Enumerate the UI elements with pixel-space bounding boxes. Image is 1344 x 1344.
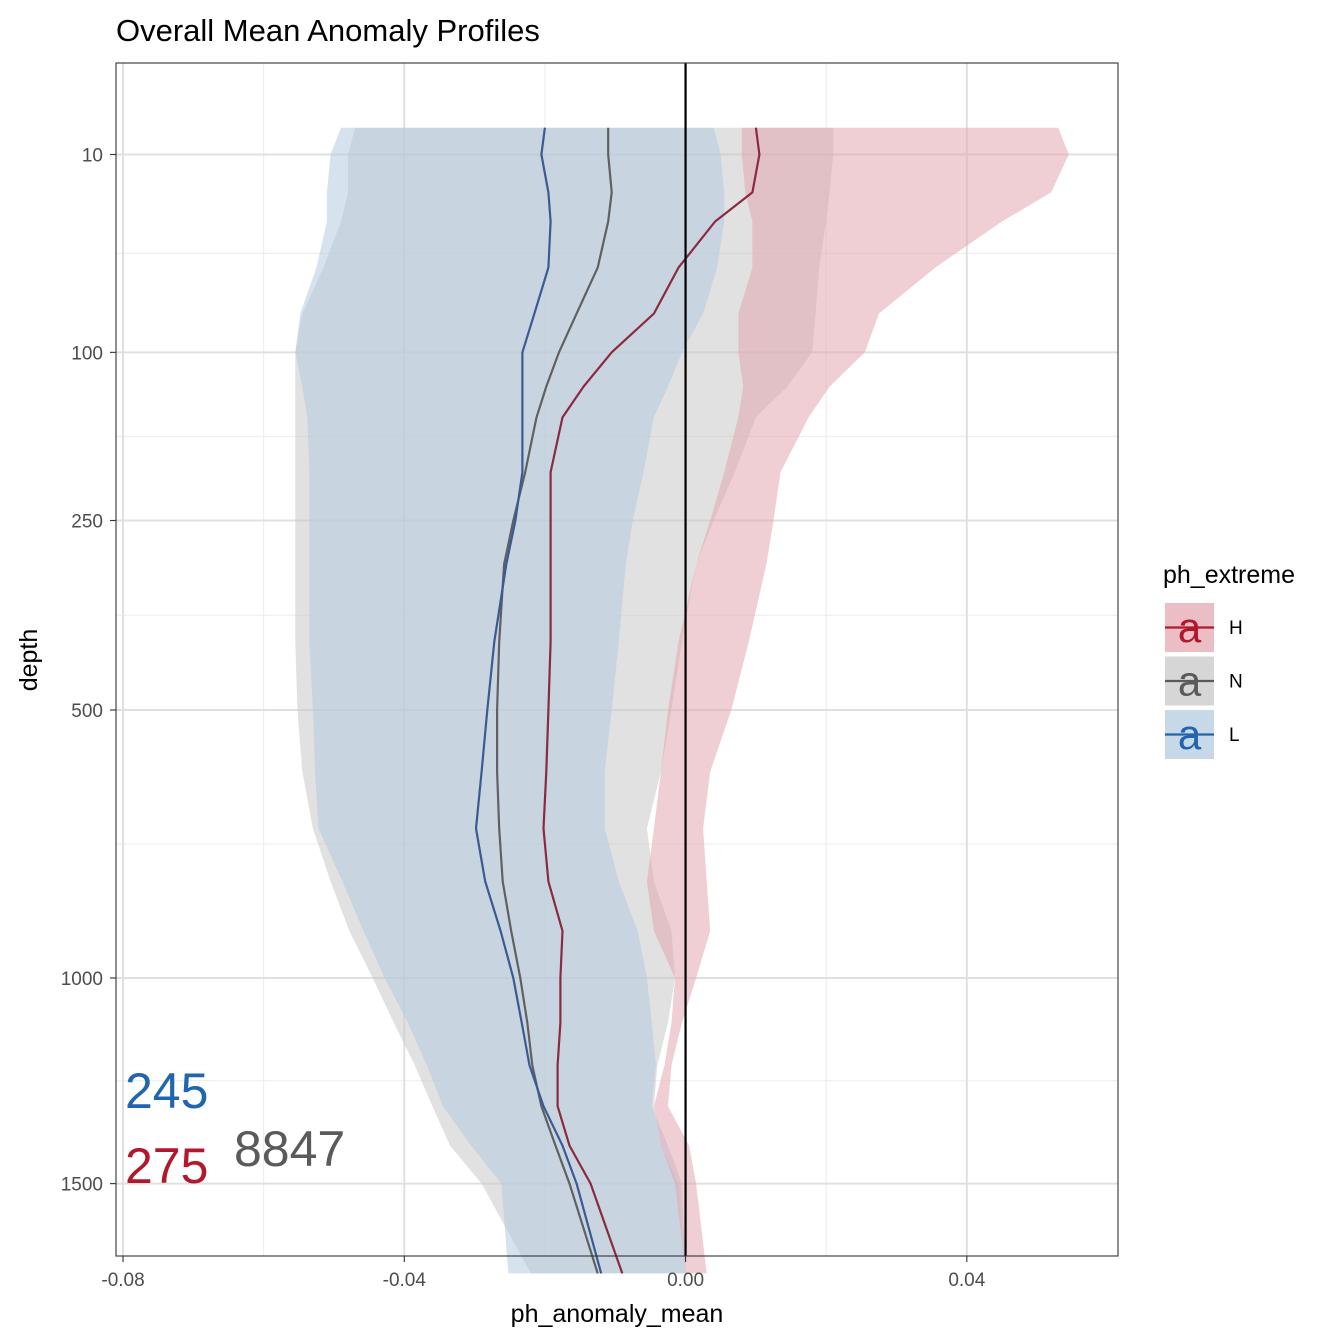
y-tick-label: 10 (82, 145, 103, 166)
count-label-N: 8847 (234, 1121, 345, 1177)
y-axis: 10 100 250 500 1000 1500 (61, 145, 116, 1196)
y-axis-title: depth (15, 629, 43, 692)
x-tick-label: 0.00 (667, 1270, 704, 1291)
x-axis: -0.08 -0.04 0.00 0.04 (101, 1256, 986, 1291)
y-tick-label: 1000 (61, 969, 103, 990)
legend-key-glyph: a (1178, 658, 1202, 705)
count-label-L: 245 (125, 1063, 208, 1119)
plot-panel: 245 275 8847 (115, 62, 1119, 1274)
mean-lines (474, 127, 761, 1274)
legend-key-label: N (1229, 672, 1243, 693)
legend-title: ph_extreme (1163, 561, 1295, 589)
legend: ph_extreme a Ha Na L (1163, 561, 1295, 759)
x-axis-title: ph_anomaly_mean (511, 1300, 724, 1328)
legend-key-glyph: a (1178, 711, 1202, 758)
legend-key-label: L (1229, 725, 1240, 746)
y-tick-label: 100 (71, 343, 103, 364)
count-label-H: 275 (125, 1138, 208, 1194)
y-tick-label: 250 (71, 511, 103, 532)
y-tick-label: 500 (71, 701, 103, 722)
ribbons (295, 127, 1069, 1274)
ribbon-L (295, 127, 725, 1274)
y-tick-label: 1500 (61, 1175, 103, 1196)
mean-line-L (474, 127, 603, 1274)
mean-line-N (496, 127, 613, 1274)
ribbon-H (646, 127, 1069, 1274)
x-tick-label: -0.08 (101, 1270, 144, 1291)
panel-border (115, 62, 1119, 1257)
count-labels: 245 275 8847 (125, 1063, 345, 1194)
legend-keys: a Ha Na L (1165, 603, 1243, 759)
legend-key-glyph: a (1178, 604, 1202, 651)
mean-line-H (542, 127, 761, 1274)
x-tick-label: 0.04 (948, 1270, 985, 1291)
x-tick-label: -0.04 (383, 1270, 427, 1291)
chart-title: Overall Mean Anomaly Profiles (116, 13, 540, 48)
legend-key-label: H (1229, 618, 1243, 639)
